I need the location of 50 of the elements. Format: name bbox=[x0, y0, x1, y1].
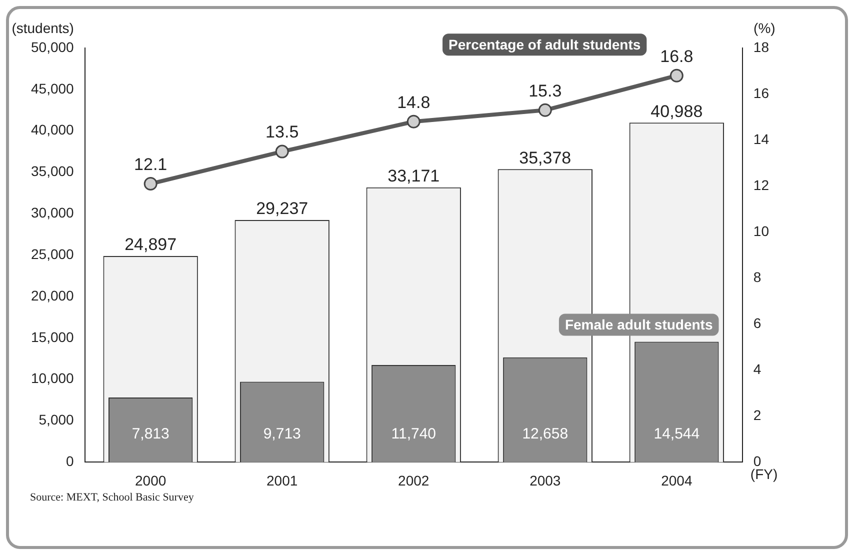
x-tick-label: 2004 bbox=[661, 472, 692, 488]
data-label: 15.3 bbox=[528, 81, 562, 100]
text: Percentage of adult students bbox=[448, 36, 641, 52]
data-label: 11,740 bbox=[391, 425, 436, 442]
data-label: 9,713 bbox=[263, 425, 301, 442]
data-label: 7,813 bbox=[132, 425, 170, 442]
series-label: Female adult students bbox=[564, 316, 713, 333]
x-tick-label: 2000 bbox=[135, 472, 166, 488]
y2-tick-label: 2 bbox=[753, 407, 762, 424]
x-tick-label: 2001 bbox=[266, 472, 298, 488]
y-tick-label: 30,000 bbox=[30, 204, 74, 221]
data-label: 24,897 bbox=[124, 235, 177, 254]
y-tick-label: 5,000 bbox=[38, 412, 74, 428]
y2-tick-label: 18 bbox=[753, 38, 770, 55]
y-tick-label: 35,000 bbox=[30, 163, 74, 180]
y-tick-label: 40,000 bbox=[30, 122, 74, 138]
data-label: 12,658 bbox=[522, 425, 568, 442]
point bbox=[670, 68, 684, 82]
point bbox=[406, 114, 420, 128]
y2-tick-label: 10 bbox=[753, 222, 770, 239]
y-tick-label: 15,000 bbox=[30, 328, 74, 345]
data-label: 29,237 bbox=[256, 199, 308, 218]
source-note: Source: MEXT, School Basic Survey bbox=[30, 492, 194, 504]
y2-tick-label: 4 bbox=[753, 361, 762, 378]
y2-tick-label: 16 bbox=[753, 84, 770, 101]
y2-tick-label: 14 bbox=[753, 130, 770, 147]
y-tick-label: 50,000 bbox=[30, 38, 74, 55]
data-label: 12.1 bbox=[134, 154, 168, 174]
y2-axis-title: (%) bbox=[754, 20, 776, 36]
y-axis-title: (students) bbox=[12, 20, 74, 36]
y2-tick-label: 12 bbox=[753, 176, 770, 193]
data-label: 40,988 bbox=[650, 102, 703, 121]
point bbox=[144, 177, 158, 191]
point bbox=[275, 144, 289, 158]
x-tick-label: 2003 bbox=[530, 472, 561, 488]
data-label: 14.8 bbox=[397, 92, 430, 112]
y2-tick-label: 6 bbox=[753, 314, 762, 331]
data-label: 16.8 bbox=[660, 46, 694, 66]
y-tick-label: 0 bbox=[66, 453, 74, 470]
data-label: 33,171 bbox=[388, 166, 440, 186]
data-label: 14,544 bbox=[654, 425, 700, 442]
y-tick-label: 10,000 bbox=[30, 370, 74, 386]
y-tick-label: 20,000 bbox=[30, 287, 74, 304]
x-tick-label: 2002 bbox=[398, 472, 430, 488]
data-label: 13.5 bbox=[266, 122, 299, 142]
data-label: 35,378 bbox=[519, 148, 572, 168]
y-tick-label: 25,000 bbox=[30, 246, 74, 262]
y2-tick-label: 8 bbox=[753, 268, 762, 285]
y-tick-label: 45,000 bbox=[30, 80, 74, 96]
point bbox=[538, 103, 552, 117]
